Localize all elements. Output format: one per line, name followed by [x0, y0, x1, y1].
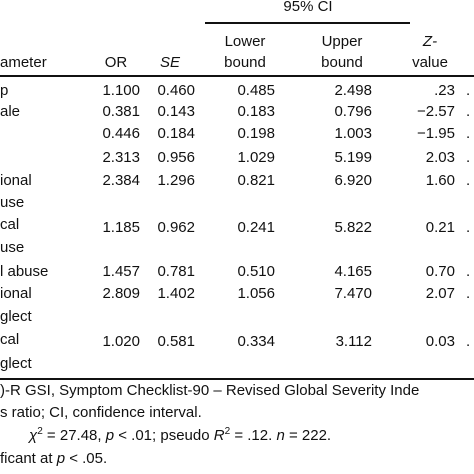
- header-lower-line1: Lower: [224, 33, 266, 50]
- cell-extra: .: [466, 103, 471, 120]
- row-label-line2: glect: [0, 308, 32, 325]
- header-or: OR: [104, 54, 128, 71]
- cell-z: −2.57: [417, 103, 455, 120]
- cell-z: .23: [434, 82, 455, 99]
- cell-or: 0.381: [102, 103, 140, 120]
- cell-z: 0.03: [425, 333, 455, 350]
- cell-or: 1.457: [102, 263, 140, 280]
- row-label-line2: use: [0, 194, 25, 211]
- cell-extra: .: [466, 285, 471, 302]
- row-label-line2: use: [0, 239, 25, 256]
- cell-upper: 3.112: [335, 333, 372, 350]
- cell-se: 0.781: [157, 263, 195, 280]
- cell-or: 0.446: [102, 125, 140, 142]
- cell-extra: .: [466, 219, 471, 236]
- header-lower-line2: bound: [224, 54, 266, 71]
- cell-se: 0.184: [157, 125, 195, 142]
- cell-se: 0.460: [157, 82, 195, 99]
- cell-extra: .: [466, 125, 471, 142]
- cell-upper: 0.796: [334, 103, 372, 120]
- footnote-or-ci: s ratio; CI, confidence interval.: [0, 404, 202, 421]
- cell-upper: 7.470: [334, 285, 372, 302]
- cell-z: 2.07: [425, 285, 455, 302]
- cell-lower: 0.485: [237, 82, 275, 99]
- cell-upper: 2.498: [334, 82, 372, 99]
- cell-se: 1.296: [157, 172, 195, 189]
- row-label: cal: [0, 331, 20, 348]
- footnote-model-fit: χ2 = 27.48, p < .01; pseudo R2 = .12. n …: [29, 426, 332, 445]
- cell-z: 2.03: [425, 149, 455, 166]
- row-label: ale: [0, 103, 21, 120]
- row-label-line2: glect: [0, 355, 32, 372]
- cell-se: 0.962: [157, 219, 195, 236]
- row-label: ional: [0, 172, 32, 189]
- cell-or: 2.809: [102, 285, 140, 302]
- cell-se: 0.143: [157, 103, 195, 120]
- cell-z: 1.60: [425, 172, 455, 189]
- header-parameter: ameter: [0, 54, 47, 71]
- header-se: SE: [159, 54, 180, 71]
- cell-upper: 6.920: [334, 172, 372, 189]
- cell-se: 1.402: [157, 285, 195, 302]
- cell-extra: .: [466, 172, 471, 189]
- cell-or: 2.313: [102, 149, 140, 166]
- cell-lower: 0.510: [237, 263, 275, 280]
- cell-lower: 0.198: [237, 125, 275, 142]
- cell-extra: .: [466, 149, 471, 166]
- cell-upper: 5.822: [334, 219, 372, 236]
- row-label: ional: [0, 285, 32, 302]
- cell-extra: .: [466, 263, 471, 280]
- cell-lower: 0.241: [237, 219, 275, 236]
- row-label: cal: [0, 216, 20, 233]
- cell-or: 1.185: [102, 219, 140, 236]
- cell-lower: 1.056: [237, 285, 275, 302]
- cell-upper: 4.165: [334, 263, 372, 280]
- table-bottom-rule: [0, 378, 474, 380]
- cell-extra: .: [466, 333, 471, 350]
- cell-z: 0.70: [425, 263, 455, 280]
- cell-z: −1.95: [417, 125, 455, 142]
- ci-group-label: 95% CI: [283, 0, 333, 15]
- cell-lower: 1.029: [237, 149, 275, 166]
- cell-se: 0.581: [157, 333, 195, 350]
- footnote-abbreviations: )-R GSI, Symptom Checklist-90 – Revised …: [0, 382, 420, 399]
- header-z-line1: Z-: [422, 33, 438, 50]
- ci-group-rule: [205, 22, 410, 24]
- cell-upper: 5.199: [334, 149, 372, 166]
- cell-extra: .: [466, 82, 471, 99]
- cell-lower: 0.334: [237, 333, 275, 350]
- header-bottom-rule: [0, 75, 474, 77]
- footnote-significance: ficant at p < .05.: [0, 450, 108, 467]
- cell-or: 2.384: [102, 172, 140, 189]
- row-label: p: [0, 82, 9, 99]
- cell-or: 1.020: [102, 333, 140, 350]
- header-z-line2: value: [412, 54, 448, 71]
- cell-lower: 0.821: [237, 172, 275, 189]
- header-upper-line1: Upper: [321, 33, 363, 50]
- cell-upper: 1.003: [334, 125, 372, 142]
- cell-z: 0.21: [425, 219, 455, 236]
- row-label: l abuse: [0, 263, 49, 280]
- header-upper-line2: bound: [321, 54, 363, 71]
- cell-lower: 0.183: [237, 103, 275, 120]
- cell-or: 1.100: [102, 82, 140, 99]
- cell-se: 0.956: [157, 149, 195, 166]
